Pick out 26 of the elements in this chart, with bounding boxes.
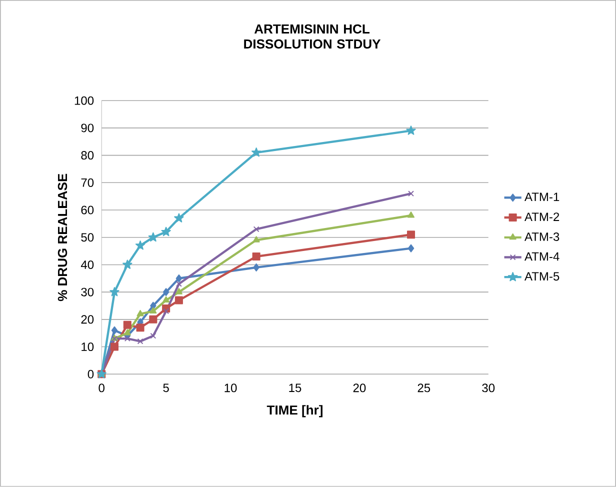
y-tick-label: 50 [81, 233, 94, 242]
legend-label: ATM-1 [524, 192, 560, 202]
y-tick-label: 30 [81, 288, 94, 296]
legend-label: ATM-2 [524, 212, 560, 222]
chart-title: ARTEMISININ HCL DISSOLUTION STDUY [244, 24, 381, 49]
y-tick-label: 10 [82, 342, 94, 352]
legend-label: ATM-3 [524, 232, 560, 242]
y-tick-label: 90 [81, 124, 94, 132]
legend-label: ATM-5 [524, 272, 560, 281]
x-tick-label: 0 [98, 384, 104, 392]
x-axis-title: TIME [hr] [266, 405, 322, 418]
y-tick-label: 0 [88, 370, 94, 379]
x-tick-label: 20 [353, 384, 366, 392]
y-tick-label: 40 [80, 260, 94, 270]
x-tick-label: 25 [418, 384, 430, 392]
y-tick-label: 80 [81, 151, 94, 160]
legend-label: ATM-4 [524, 252, 560, 261]
x-tick-label: 5 [163, 384, 169, 392]
y-tick-label: 60 [81, 206, 94, 214]
x-tick-label: 30 [482, 384, 495, 392]
y-tick-label: 70 [81, 178, 94, 188]
y-tick-label: 20 [81, 315, 94, 324]
x-tick-label: 15 [289, 384, 302, 392]
y-tick-label: 100 [74, 96, 94, 105]
x-tick-label: 10 [224, 384, 237, 392]
y-axis-title: % DRUG REALEASE [58, 174, 68, 302]
